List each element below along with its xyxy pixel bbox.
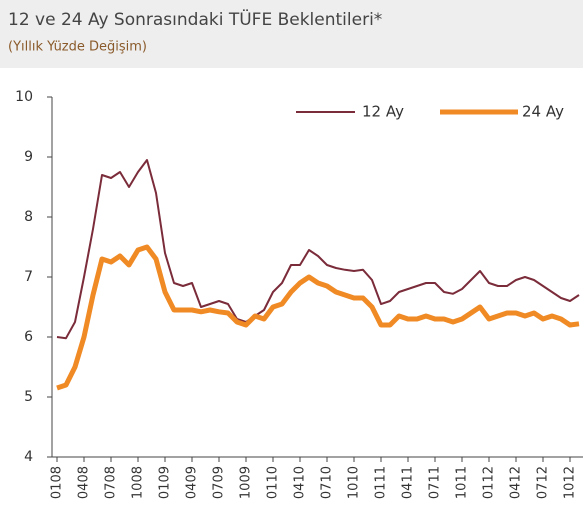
y-tick-label: 8 xyxy=(24,209,33,225)
x-tick-label: 0409 xyxy=(185,466,200,499)
x-tick-label: 0711 xyxy=(428,466,443,499)
x-tick-label: 0109 xyxy=(158,466,173,499)
x-tick-label: 0709 xyxy=(212,466,227,499)
x-tick-label: 1012 xyxy=(563,466,578,499)
x-tick-label: 1009 xyxy=(239,466,254,499)
x-tick-label: 0411 xyxy=(401,466,416,499)
legend-label: 12 Ay xyxy=(362,103,404,121)
x-tick-label: 0412 xyxy=(509,466,524,499)
series-line xyxy=(56,244,580,391)
x-tick-label: 0111 xyxy=(374,466,389,499)
x-tick-label: 1008 xyxy=(131,466,146,499)
x-tick-label: 1010 xyxy=(347,466,362,499)
y-tick-label: 6 xyxy=(24,329,33,345)
x-tick-label: 0112 xyxy=(482,466,497,499)
y-tick-label: 4 xyxy=(24,449,33,465)
x-tick-label: 0712 xyxy=(536,466,551,499)
y-tick-label: 10 xyxy=(15,89,33,105)
y-tick-label: 9 xyxy=(24,149,33,165)
legend-label: 24 Ay xyxy=(522,103,564,121)
x-tick-label: 0410 xyxy=(293,466,308,499)
y-tick-label: 7 xyxy=(24,269,33,285)
x-tick-label: 0408 xyxy=(77,466,92,499)
chart-title: 12 ve 24 Ay Sonrasındaki TÜFE Beklentile… xyxy=(8,8,382,30)
x-tick-label: 1011 xyxy=(455,466,470,499)
x-tick-label: 0708 xyxy=(104,466,119,499)
x-tick-label: 0108 xyxy=(50,466,65,499)
series-line xyxy=(56,159,580,340)
x-tick-label: 0710 xyxy=(320,466,335,499)
chart-subtitle: (Yıllık Yüzde Değişim) xyxy=(8,40,147,55)
x-tick-label: 0110 xyxy=(266,466,281,499)
header xyxy=(0,0,583,68)
y-tick-label: 5 xyxy=(24,389,33,405)
